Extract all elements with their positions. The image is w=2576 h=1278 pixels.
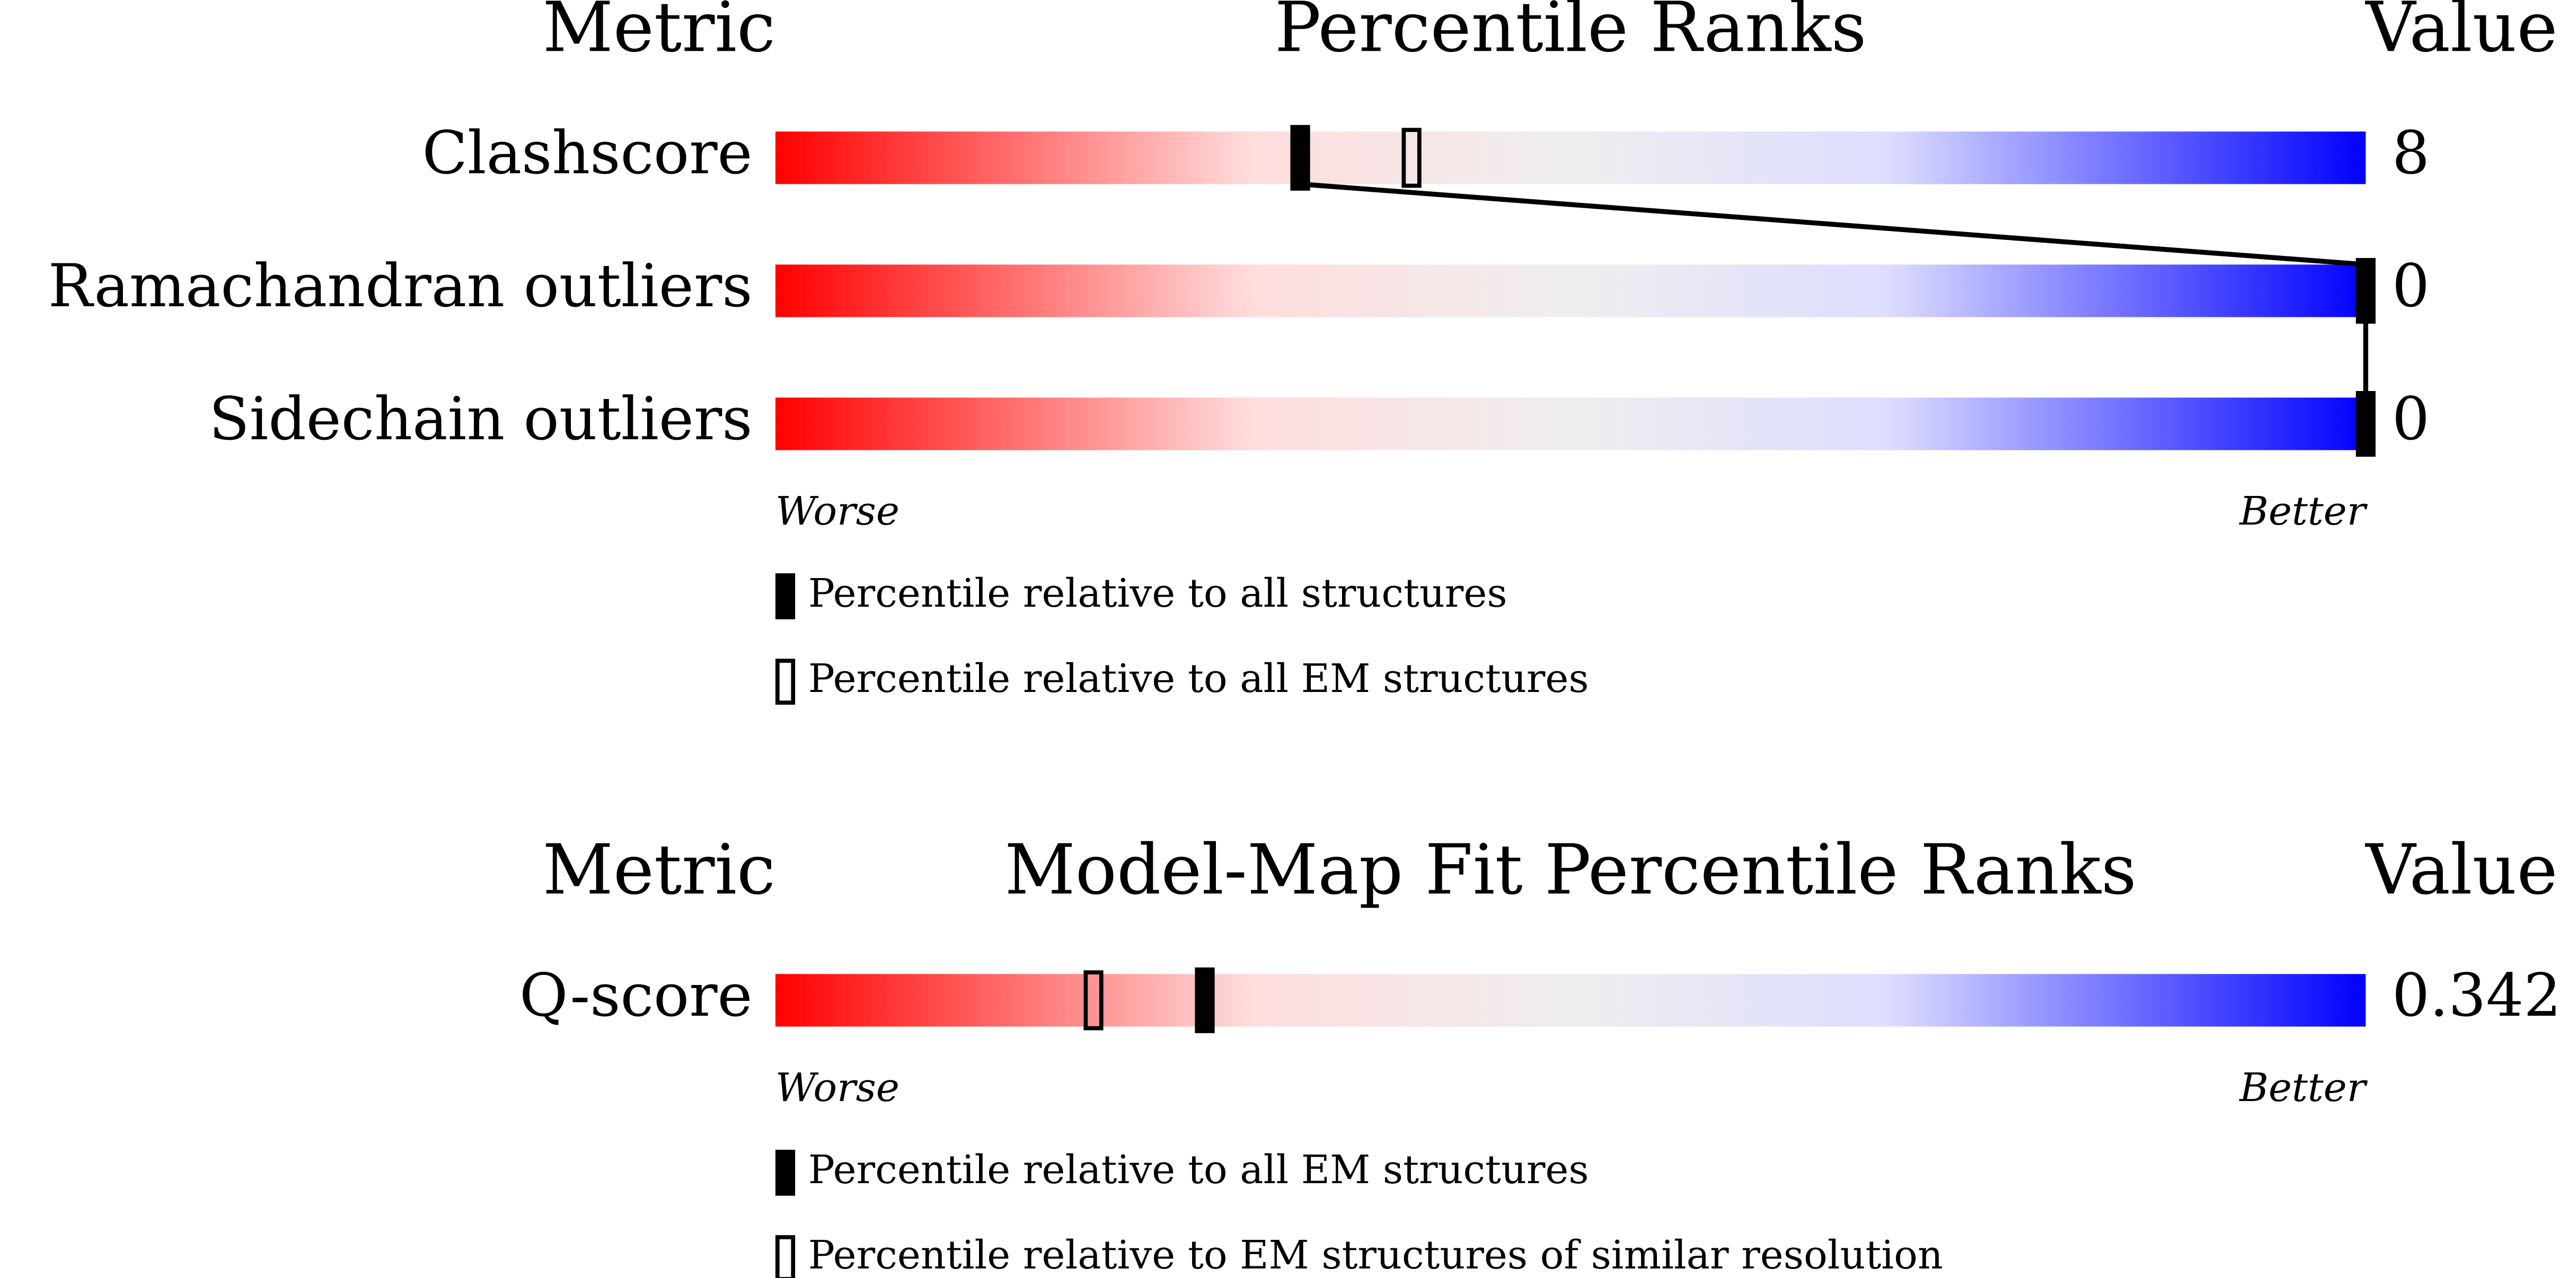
metric-header: Metric	[543, 829, 775, 910]
percentile-bar	[775, 974, 2366, 1027]
percentile-bar	[775, 264, 2366, 317]
legend-marker-open	[775, 1235, 796, 1278]
metric-header: Metric	[543, 0, 775, 67]
legend-marker	[775, 1149, 796, 1196]
value-header: Value	[2365, 829, 2557, 910]
legend-marker	[775, 573, 796, 619]
metric-label: Ramachandran outliers	[48, 252, 753, 321]
metric-value: 0	[2392, 385, 2430, 454]
metric-value: 8	[2392, 119, 2430, 188]
metric-label: Clashscore	[422, 119, 753, 188]
better-label: Better	[2238, 488, 2368, 534]
worse-label: Worse	[775, 488, 899, 534]
percentile-marker-open	[1401, 128, 1422, 188]
legend-marker-open	[775, 659, 796, 705]
worse-label: Worse	[775, 1064, 899, 1111]
legend-label: Percentile relative to all structures	[808, 570, 1507, 616]
percentile-marker-open	[1083, 970, 1104, 1031]
chart-title: Percentile Ranks	[1275, 0, 1867, 67]
percentile-marker	[1195, 967, 1215, 1033]
percentile-marker	[2356, 390, 2376, 457]
percentile-marker	[1290, 125, 1310, 191]
connector	[1300, 181, 2366, 267]
percentile-bar	[775, 397, 2366, 450]
metric-label: Sidechain outliers	[209, 385, 752, 454]
legend-label: Percentile relative to EM structures of …	[808, 1232, 1943, 1278]
chart-title: Model-Map Fit Percentile Ranks	[1004, 829, 2137, 910]
value-header: Value	[2365, 0, 2557, 67]
percentile-bar	[775, 131, 2366, 184]
percentile-marker	[2356, 258, 2376, 324]
better-label: Better	[2238, 1064, 2368, 1111]
metric-value: 0	[2392, 252, 2430, 321]
metric-label: Q-score	[519, 961, 753, 1030]
metric-value: 0.342	[2392, 961, 2561, 1030]
legend-label: Percentile relative to all EM structures	[808, 655, 1589, 702]
legend-label: Percentile relative to all EM structures	[808, 1147, 1589, 1193]
